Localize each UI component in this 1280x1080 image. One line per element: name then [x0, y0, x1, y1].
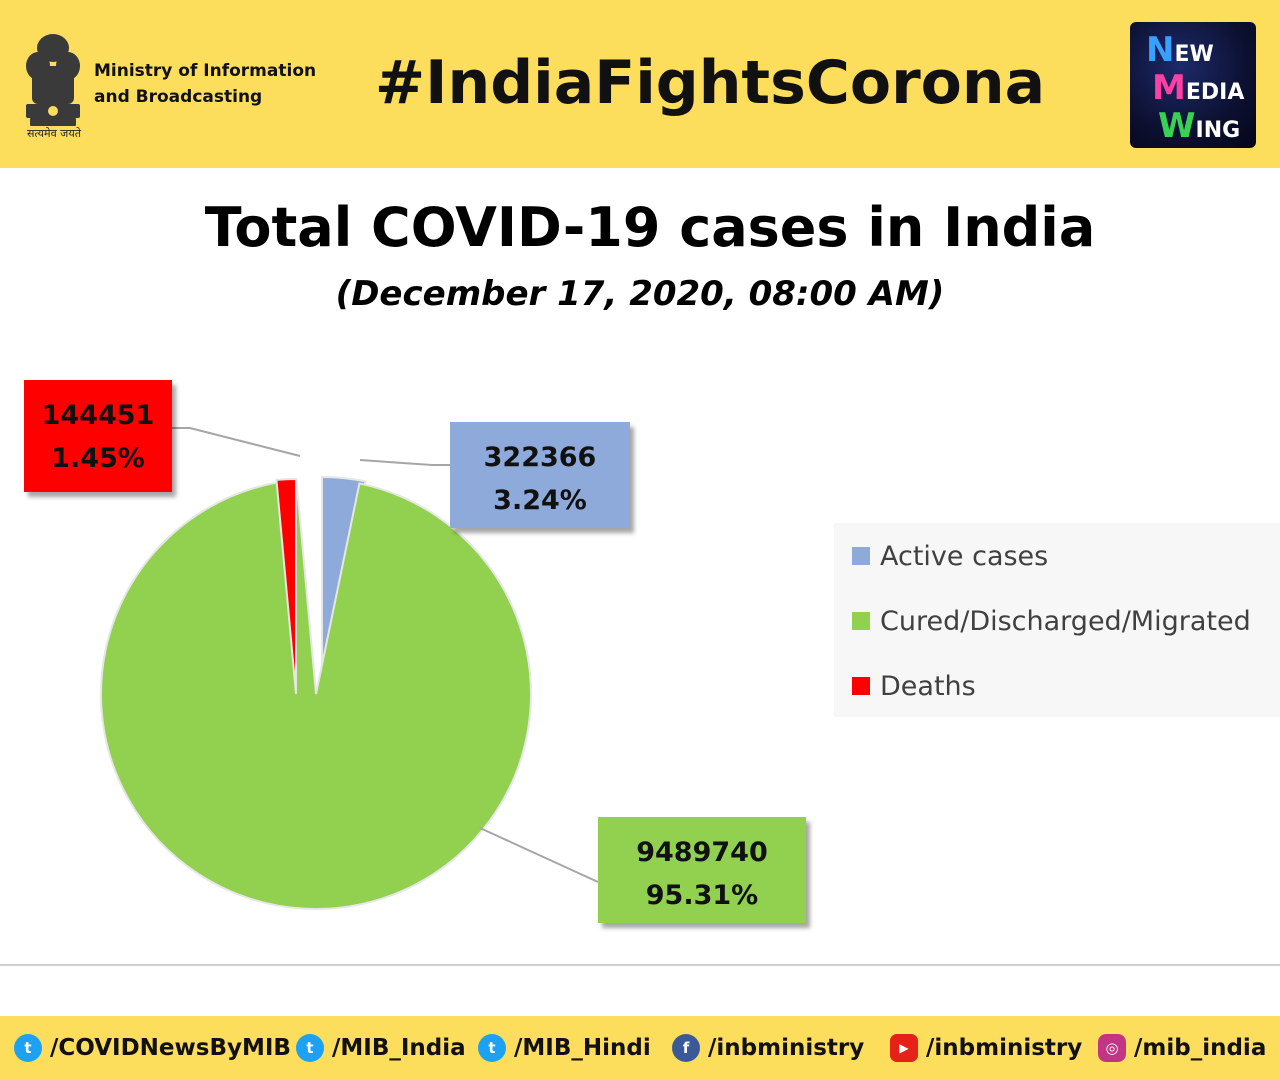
social-handle-0[interactable]: t/COVIDNewsByMIB [14, 1030, 291, 1066]
social-handle-4[interactable]: ▶ /inbministry [890, 1030, 1082, 1066]
data-label-percent-1: 95.31% [646, 880, 758, 911]
social-handle-text: /COVIDNewsByMIB [50, 1035, 291, 1061]
logo-line-wing: WING [1158, 106, 1241, 146]
national-emblem-icon [26, 34, 80, 126]
instagram-icon: ◎ [1098, 1034, 1126, 1062]
data-label-value-2: 144451 [42, 400, 155, 431]
twitter-icon: t [296, 1034, 324, 1062]
footer-divider [0, 964, 1280, 966]
pie-slice-1 [100, 478, 532, 910]
hashtag-heading: #IndiaFightsCorona [374, 48, 1046, 118]
logo-line-new: NEW [1146, 30, 1214, 70]
legend-label: Active cases [880, 540, 1049, 572]
legend-label: Deaths [880, 670, 976, 702]
ministry-name: Ministry of Information and Broadcasting [94, 58, 334, 110]
data-label-value-1: 9489740 [636, 837, 768, 868]
legend-item-2: Deaths [852, 669, 976, 703]
social-handle-text: /MIB_India [332, 1035, 466, 1061]
leader-line-1 [479, 827, 599, 883]
twitter-icon: t [478, 1034, 506, 1062]
legend-swatch [852, 677, 870, 695]
data-label-box-1 [598, 817, 806, 923]
social-handle-text: /inbministry [926, 1035, 1083, 1061]
data-label-value-0: 322366 [484, 442, 597, 473]
social-handle-text: /inbministry [708, 1035, 865, 1061]
social-footer: t/COVIDNewsByMIB t/MIB_India t/MIB_Hindi f /… [0, 1016, 1280, 1080]
social-handle-1[interactable]: t/MIB_India [296, 1030, 466, 1066]
chart-legend: Active cases Cured/Discharged/Migrated Dea… [834, 523, 1280, 717]
ministry-line-1: Ministry of Information [94, 61, 317, 81]
logo-line-media: MEDIA [1152, 68, 1245, 108]
data-label-percent-2: 1.45% [51, 443, 145, 474]
facebook-icon: f [672, 1034, 700, 1062]
social-handle-5[interactable]: ◎ /mib_india [1098, 1030, 1266, 1066]
data-label-box-0 [450, 422, 630, 528]
emblem-motto: सत्यमेव जयते [26, 127, 81, 140]
leader-line-0 [359, 459, 450, 466]
legend-swatch [852, 612, 870, 630]
legend-item-1: Cured/Discharged/Migrated [852, 604, 1251, 638]
data-label-percent-0: 3.24% [493, 485, 587, 516]
legend-item-0: Active cases [852, 539, 1048, 573]
data-label-box-2 [24, 380, 172, 492]
legend-swatch [852, 547, 870, 565]
chart-subtitle: (December 17, 2020, 08:00 AM) [335, 274, 945, 314]
social-handle-text: /MIB_Hindi [514, 1035, 651, 1061]
youtube-icon: ▶ [890, 1034, 918, 1062]
legend-label: Cured/Discharged/Migrated [880, 605, 1251, 637]
new-media-wing-logo: NEW MEDIA WING [1130, 22, 1256, 148]
social-handle-3[interactable]: f/inbministry [672, 1030, 864, 1066]
social-handle-2[interactable]: t/MIB_Hindi [478, 1030, 651, 1066]
social-handle-text: /mib_india [1134, 1035, 1267, 1061]
ministry-line-2: and Broadcasting [94, 87, 263, 107]
chart-title: Total COVID-19 cases in India [204, 196, 1096, 259]
header-band: सत्यमेव जयते Ministry of Information and… [0, 0, 1280, 168]
pie-slice-2 [275, 477, 297, 695]
twitter-icon: t [14, 1034, 42, 1062]
leader-line-2 [172, 427, 301, 457]
